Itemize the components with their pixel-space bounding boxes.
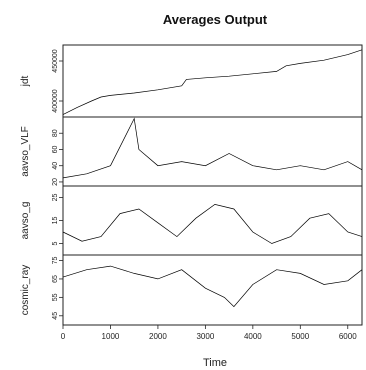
x-tick-label: 3000 [196,332,214,341]
panel-1: 400000 450000 jdt [20,44,363,118]
y-axis-label: aavso_g [20,202,31,240]
panel-frame [62,44,363,118]
x-tick-label: 4000 [244,332,262,341]
y-tick-label: 40 [52,162,59,170]
y-axis-label: aavso_VLF [20,126,31,177]
y-tick-label: 15 [52,217,59,225]
x-tick-label: 2000 [149,332,167,341]
y-tick-label: 60 [52,145,59,153]
x-tick-label: 0 [61,332,66,341]
chart-title: Averages Output [163,12,268,27]
panel-4: 45 55 65 75 cosmic_ray [20,254,363,326]
panel-2: 20 40 60 80 aavso_VLF [20,116,363,187]
y-tick-label: 75 [52,257,59,265]
y-tick-label: 400000 [52,89,59,112]
panel-frame [62,116,363,187]
y-tick-label: 80 [52,129,59,137]
y-tick-label: 25 [52,194,59,202]
panels-group: 400000 450000 jdt 20 40 60 80 aavso_VLF 5 15 25 aav… [20,44,363,326]
y-tick-label: 450000 [52,49,59,72]
panel-frame [62,254,363,326]
y-axis-label: jdt [20,75,31,87]
x-tick-label: 6000 [339,332,357,341]
series-line [62,265,363,308]
series-line [62,204,363,244]
panel-frame [62,185,363,256]
panel-3: 5 15 25 aavso_g [20,185,363,256]
y-tick-label: 65 [52,275,59,283]
y-tick-label: 20 [52,178,59,186]
x-axis: 0 1000 2000 3000 4000 5000 6000 [61,325,357,341]
y-tick-label: 45 [52,312,59,320]
x-tick-label: 5000 [291,332,309,341]
y-tick-label: 55 [52,293,59,301]
x-axis-label: Time [203,357,227,369]
x-tick-label: 1000 [102,332,120,341]
series-line [62,49,363,115]
series-line [62,117,363,179]
y-tick-label: 5 [52,241,59,245]
y-axis-label: cosmic_ray [20,265,31,316]
